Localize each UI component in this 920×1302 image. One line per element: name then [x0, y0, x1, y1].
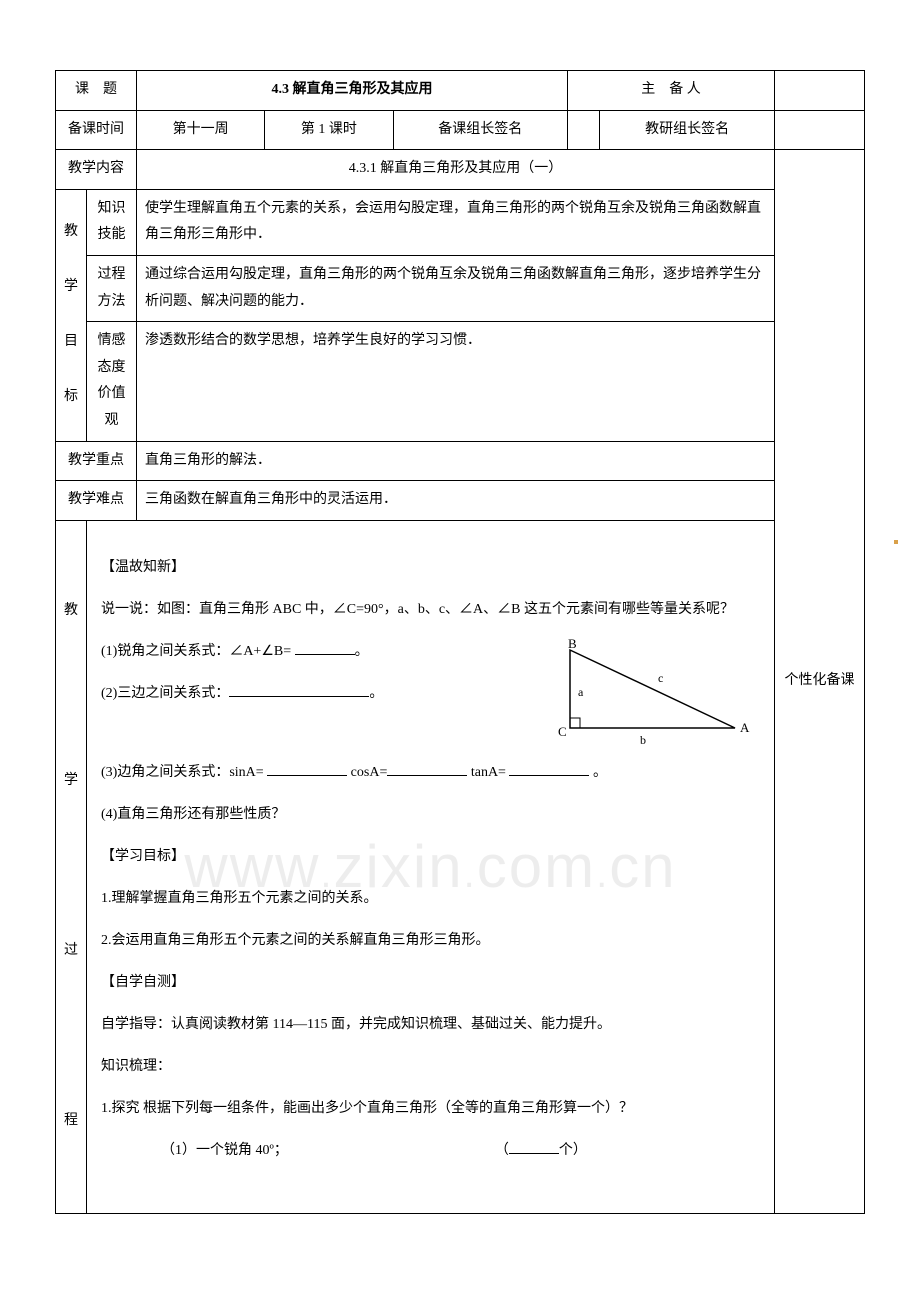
- mubiao-1: 1.理解掌握直角三角形五个元素之间的关系。: [101, 885, 760, 913]
- beike-zuzhang-value: [568, 110, 600, 150]
- zhongdian-label: 教学重点: [56, 441, 137, 481]
- triangle-diagram: B C A a c b: [540, 638, 760, 759]
- wengu-title: 【温故知新】: [101, 554, 760, 582]
- nandian-value: 三角函数在解直角三角形中的灵活运用．: [137, 481, 775, 521]
- side-c: c: [658, 671, 663, 685]
- jiaoxue-neirong-value: 4.3.1 解直角三角形及其应用（一）: [137, 150, 775, 190]
- ke-ti-label: 课 题: [56, 71, 137, 111]
- goal-row-2-label: 过程 方法: [87, 255, 137, 321]
- goal-row-1-label: 知识 技能: [87, 189, 137, 255]
- blank-field: [509, 762, 589, 776]
- question-1: (1)锐角之间关系式：∠A+∠B= 。: [101, 638, 500, 666]
- blank-field: [509, 1140, 559, 1154]
- question-2: (2)三边之间关系式：。: [101, 680, 500, 708]
- vertex-c: C: [558, 724, 567, 739]
- jiaoyan-zuzhang-label: 教研组长签名: [600, 110, 775, 150]
- side-a: a: [578, 685, 584, 699]
- jiaoxue-neirong-label: 教学内容: [56, 150, 137, 190]
- tanjiu-item-1: （1）一个锐角 40º； （个）: [101, 1137, 760, 1165]
- decorative-dot: [894, 540, 898, 544]
- process-content: www.zixin.com.cn 【温故知新】 说一说：如图：直角三角形 ABC…: [87, 520, 775, 1213]
- nandian-label: 教学难点: [56, 481, 137, 521]
- goal-row-3-label: 情感 态度 价值 观: [87, 322, 137, 441]
- mubiao-2: 2.会运用直角三角形五个元素之间的关系解直角三角形三角形。: [101, 927, 760, 955]
- wengu-text: 说一说：如图：直角三角形 ABC 中，∠C=90°，a、b、c、∠A、∠B 这五…: [101, 596, 760, 624]
- goal-row-1-text: 使学生理解直角五个元素的关系，会运用勾股定理，直角三角形的两个锐角互余及锐角三角…: [137, 189, 775, 255]
- vertex-a: A: [740, 720, 750, 735]
- tanjiu-text: 1.探究 根据下列每一组条件，能画出多少个直角三角形（全等的直角三角形算一个）？: [101, 1095, 760, 1123]
- blank-field: [229, 683, 369, 697]
- lesson-title: 4.3 解直角三角形及其应用: [137, 71, 568, 111]
- gexinghua-label: 个性化备课: [775, 150, 865, 1214]
- mubiao-title: 【学习目标】: [101, 843, 760, 871]
- zixue-text: 自学指导：认真阅读教材第 114—115 面，并完成知识梳理、基础过关、能力提升…: [101, 1011, 760, 1039]
- lesson-plan-table: 课 题 4.3 解直角三角形及其应用 主 备 人 备课时间 第十一周 第 1 课…: [55, 70, 865, 1214]
- process-vertical-label: 教 学 过 程: [56, 520, 87, 1213]
- zhubeiren-value: [775, 71, 865, 111]
- keshi-value: 第 1 课时: [265, 110, 393, 150]
- question-4: (4)直角三角形还有那些性质？: [101, 801, 760, 829]
- goals-vertical-label: 教 学 目 标: [56, 189, 87, 441]
- blank-field: [295, 641, 355, 655]
- zhubeiren-label: 主 备 人: [568, 71, 775, 111]
- zhishi-label: 知识梳理：: [101, 1053, 760, 1081]
- vertex-b: B: [568, 638, 577, 651]
- blank-field: [267, 762, 347, 776]
- zhongdian-value: 直角三角形的解法．: [137, 441, 775, 481]
- zixue-title: 【自学自测】: [101, 969, 760, 997]
- week-value: 第十一周: [137, 110, 265, 150]
- side-b: b: [640, 733, 646, 747]
- goal-row-2-text: 通过综合运用勾股定理，直角三角形的两个锐角互余及锐角三角函数解直角三角形，逐步培…: [137, 255, 775, 321]
- question-3: (3)边角之间关系式：sinA= cosA= tanA= 。: [101, 759, 760, 787]
- jiaoyan-zuzhang-value: [775, 110, 865, 150]
- goal-row-3-text: 渗透数形结合的数学思想，培养学生良好的学习习惯．: [137, 322, 775, 441]
- beike-zuzhang-label: 备课组长签名: [393, 110, 568, 150]
- beike-shijian-label: 备课时间: [56, 110, 137, 150]
- blank-field: [387, 762, 467, 776]
